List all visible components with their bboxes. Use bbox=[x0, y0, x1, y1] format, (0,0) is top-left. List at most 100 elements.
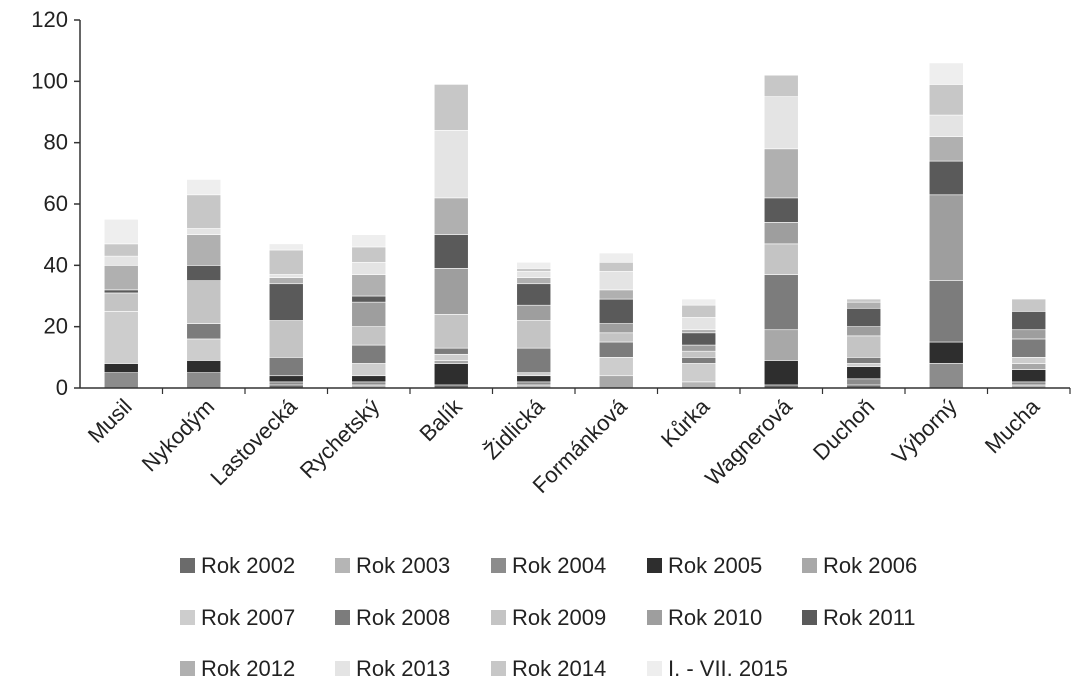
bar-segment bbox=[1011, 338, 1047, 358]
bar-segment bbox=[928, 160, 964, 196]
legend-item: Rok 2004 bbox=[491, 553, 606, 578]
bar-segment bbox=[268, 375, 304, 383]
bar-segment bbox=[928, 194, 964, 281]
bar-segment bbox=[681, 381, 717, 389]
bar-segment bbox=[598, 332, 634, 343]
bar-segment bbox=[928, 84, 964, 116]
bar-segment bbox=[516, 271, 552, 278]
bar-segment bbox=[186, 338, 222, 361]
bar-segment bbox=[928, 62, 964, 85]
legend-label: Rok 2007 bbox=[201, 605, 295, 630]
legend-label: Rok 2009 bbox=[512, 605, 606, 630]
x-category-label: Wagnerová bbox=[700, 393, 797, 490]
bar-segment bbox=[103, 363, 139, 373]
legend-label: I. - VII. 2015 bbox=[668, 656, 788, 681]
bar-segment bbox=[433, 84, 469, 131]
y-axis: 0 20 40 60 80 100 120 bbox=[31, 7, 81, 400]
bar-segment bbox=[928, 114, 964, 137]
bar-segment bbox=[598, 375, 634, 389]
y-tick-label: 60 bbox=[44, 191, 68, 216]
bar-segment bbox=[598, 289, 634, 300]
legend-item: Rok 2005 bbox=[647, 553, 762, 578]
bar-segment bbox=[1011, 298, 1047, 312]
bar-segment bbox=[1011, 363, 1047, 370]
bar-segment bbox=[433, 363, 469, 386]
legend-item: Rok 2011 bbox=[802, 605, 916, 630]
bar-stack bbox=[268, 243, 304, 389]
x-category-label: Rychetský bbox=[295, 394, 384, 483]
bar-segment bbox=[268, 283, 304, 321]
bar-stack bbox=[763, 74, 799, 389]
bar-segment bbox=[351, 326, 387, 346]
legend-swatch bbox=[647, 610, 662, 625]
bar-segment bbox=[598, 261, 634, 272]
bar-segment bbox=[516, 347, 552, 373]
bar-segment bbox=[763, 148, 799, 199]
bar-stack bbox=[516, 261, 552, 389]
legend-item: Rok 2002 bbox=[180, 553, 295, 578]
legend: Rok 2002 Rok 2003 Rok 2004 Rok 2005 Rok 2006… bbox=[180, 553, 917, 681]
bar-segment bbox=[763, 96, 799, 150]
legend-item: Rok 2003 bbox=[335, 553, 450, 578]
legend-label: Rok 2005 bbox=[668, 553, 762, 578]
bar-segment bbox=[681, 317, 717, 331]
bar-segment bbox=[763, 243, 799, 275]
legend-label: Rok 2010 bbox=[668, 605, 762, 630]
legend-swatch bbox=[491, 558, 506, 573]
bar-segment bbox=[516, 283, 552, 306]
bar-segment bbox=[186, 265, 222, 281]
bar-segment bbox=[598, 323, 634, 334]
bar-segment bbox=[846, 298, 882, 303]
y-tick-label: 0 bbox=[56, 375, 68, 400]
bar-segment bbox=[1011, 381, 1047, 386]
bar-segment bbox=[846, 307, 882, 327]
legend-swatch bbox=[335, 610, 350, 625]
bar-stack bbox=[928, 62, 964, 389]
bar-segment bbox=[186, 360, 222, 373]
bar-segment bbox=[846, 301, 882, 309]
bar-segment bbox=[598, 357, 634, 377]
bar-segment bbox=[928, 136, 964, 162]
bar-segment bbox=[268, 381, 304, 386]
bar-stack bbox=[1011, 298, 1047, 389]
bar-segment bbox=[928, 341, 964, 364]
bar-segment bbox=[186, 234, 222, 266]
bar-segment bbox=[516, 277, 552, 285]
bar-stack bbox=[103, 219, 139, 389]
bar-segment bbox=[516, 261, 552, 269]
legend-item: Rok 2010 bbox=[647, 605, 762, 630]
bar-segment bbox=[351, 234, 387, 248]
bar-segment bbox=[186, 179, 222, 196]
bar-segment bbox=[351, 301, 387, 327]
bar-segment bbox=[268, 320, 304, 358]
y-tick-label: 100 bbox=[31, 68, 68, 93]
bar-stack bbox=[846, 298, 882, 389]
bar-segment bbox=[103, 292, 139, 312]
bar-segment bbox=[681, 363, 717, 383]
bar-segment bbox=[846, 335, 882, 358]
x-category-label: Židlická bbox=[479, 393, 550, 464]
bar-segment bbox=[186, 280, 222, 324]
bar-segment bbox=[268, 243, 304, 251]
x-category-label: Duchoň bbox=[808, 394, 879, 465]
bar-segment bbox=[681, 344, 717, 352]
bar-segment bbox=[763, 329, 799, 361]
bar-segment bbox=[846, 366, 882, 380]
bar-segment bbox=[433, 360, 469, 364]
bar-segment bbox=[186, 194, 222, 229]
bar-segment bbox=[1011, 311, 1047, 331]
bar-segment bbox=[268, 274, 304, 278]
legend-label: Rok 2013 bbox=[356, 656, 450, 681]
legend-swatch bbox=[180, 661, 195, 676]
y-tick-label: 120 bbox=[31, 7, 68, 32]
legend-label: Rok 2008 bbox=[356, 605, 450, 630]
bar-segment bbox=[763, 222, 799, 245]
legend-swatch bbox=[802, 558, 817, 573]
bar-segment bbox=[103, 372, 139, 389]
bar-stack bbox=[433, 84, 469, 389]
bar-segment bbox=[433, 347, 469, 355]
bar-stack bbox=[681, 298, 717, 389]
bar-segment bbox=[1011, 357, 1047, 364]
